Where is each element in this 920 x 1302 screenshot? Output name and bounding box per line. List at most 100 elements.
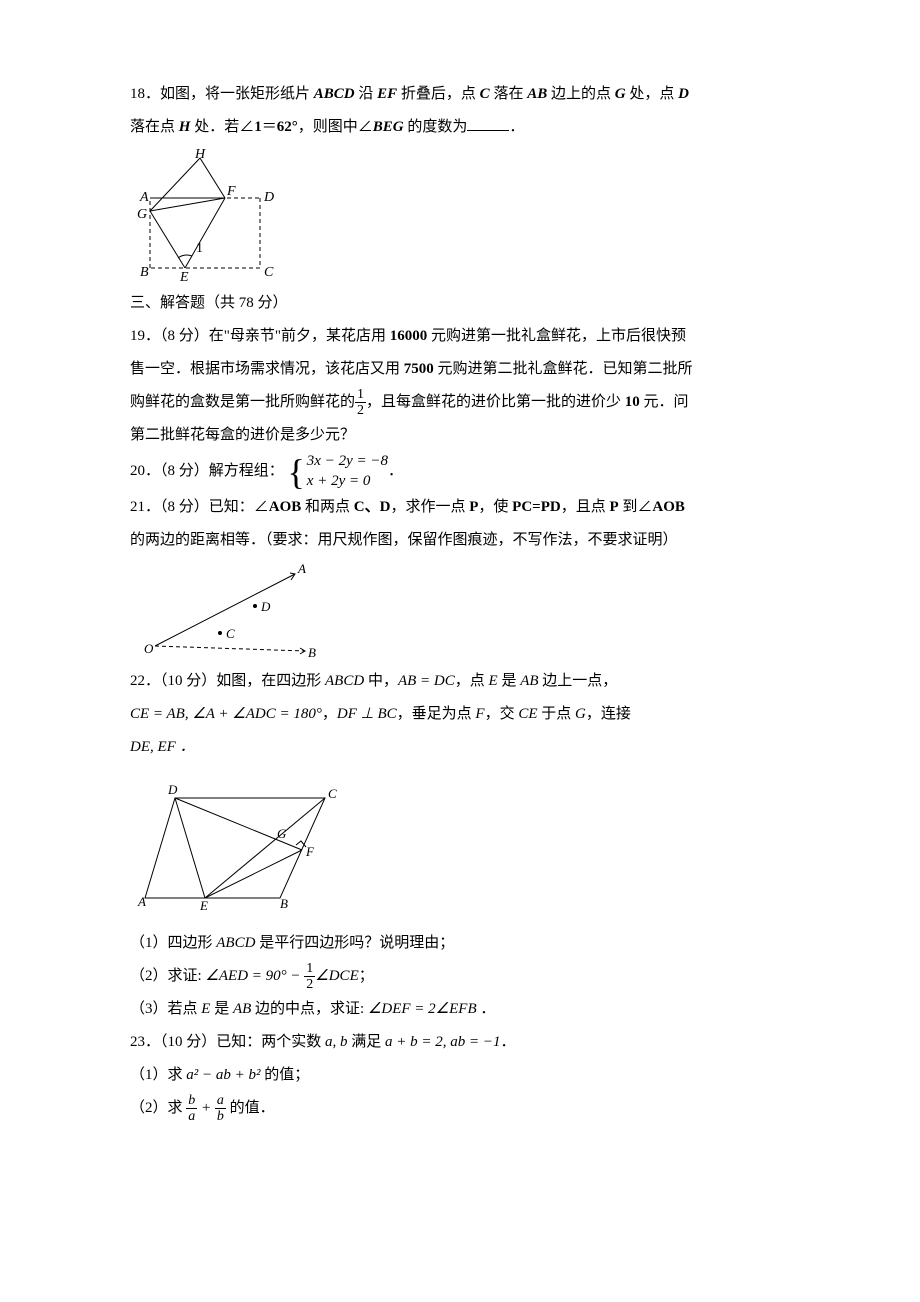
lbl-F: F bbox=[226, 184, 236, 199]
q18-l2b: 处．若∠ bbox=[190, 119, 254, 135]
q21-l1a: 21．（8 分）已知：∠ bbox=[130, 499, 269, 515]
section-title: 三、解答题（共 78 分） bbox=[130, 287, 790, 320]
q23-p1eq: a² − ab + b² bbox=[186, 1067, 260, 1083]
q22-p1a: （1）四边形 bbox=[130, 935, 216, 951]
q18-one: 1 bbox=[254, 119, 262, 135]
q20-system: { 3x − 2y = −8 x + 2y = 0 bbox=[288, 452, 388, 491]
q22-p1: （1）四边形 ABCD 是平行四边形吗？说明理由； bbox=[130, 927, 790, 960]
q20-pre: 20．（8 分）解方程组： bbox=[130, 463, 284, 479]
q18-ab: AB bbox=[527, 86, 547, 102]
lbl-B2: B bbox=[308, 645, 316, 660]
q22-l2e: 于点 bbox=[538, 706, 576, 722]
q22-lbl-D: D bbox=[167, 782, 178, 797]
q21-l1c: ，求作一点 bbox=[390, 499, 469, 515]
q22-l2b: ， bbox=[322, 706, 337, 722]
q21-l2: 的两边的距离相等．（要求：用尺规作图，保留作图痕迹，不写作法，不要求证明） bbox=[130, 524, 790, 557]
q21-l1e: ，且点 bbox=[561, 499, 610, 515]
q18-l1a: 18．如图，将一张矩形纸片 bbox=[130, 86, 314, 102]
q18-h: H bbox=[179, 119, 191, 135]
q22-p2-eq2: ∠DCE bbox=[315, 968, 358, 984]
q19-n3: 10 bbox=[625, 394, 640, 410]
q22-p2a: （2）求证: bbox=[130, 968, 205, 984]
q23-eq: a + b = 2, ab = −1 bbox=[385, 1034, 501, 1050]
q19-l1: 19．（8 分）在"母亲节"前夕，某花店用 16000 元购进第一批礼盒鲜花，上… bbox=[130, 320, 790, 353]
q22-e: E bbox=[489, 673, 498, 689]
q22-l3-eq: DE, EF ． bbox=[130, 739, 195, 755]
q22-lbl-B: B bbox=[280, 896, 288, 911]
q20: 20．（8 分）解方程组： { 3x − 2y = −8 x + 2y = 0 … bbox=[130, 452, 790, 491]
q21-p2: P bbox=[609, 499, 618, 515]
q18-line2: 落在点 H 处．若∠1＝62°，则图中∠BEG 的度数为． bbox=[130, 111, 790, 144]
q22-p3a: （3）若点 bbox=[130, 1001, 201, 1017]
q18-deg: 62° bbox=[277, 119, 298, 135]
q19-l3a: 购鲜花的盒数是第一批所购鲜花的 bbox=[130, 394, 355, 410]
q22-p3eq: ∠DEF = 2∠EFB bbox=[368, 1001, 477, 1017]
q21-pcpd: PC=PD bbox=[512, 499, 561, 515]
q18-period: ． bbox=[509, 119, 524, 135]
q21-l1d: ，使 bbox=[478, 499, 512, 515]
q23-f2d: b bbox=[215, 1109, 226, 1124]
q19-frac-den: 2 bbox=[355, 403, 366, 418]
q23-f1d: a bbox=[186, 1109, 197, 1124]
q21-cd: C、D bbox=[354, 499, 391, 515]
q23-p2b: 的值． bbox=[226, 1100, 275, 1116]
q19-l2b: 元购进第二批礼盒鲜花．已知第二批所 bbox=[434, 361, 693, 377]
q23-ab: a, b bbox=[325, 1034, 348, 1050]
q21-aob2: AOB bbox=[652, 499, 685, 515]
q22-l1d: 是 bbox=[498, 673, 521, 689]
q18-l2c: ＝ bbox=[262, 119, 277, 135]
q22-p3ab: AB bbox=[233, 1001, 251, 1017]
q18-c: C bbox=[480, 86, 490, 102]
q20-period: ． bbox=[388, 463, 403, 479]
q19-frac-num: 1 bbox=[355, 387, 366, 403]
q18-abcd: ABCD bbox=[314, 86, 355, 102]
page: 18．如图，将一张矩形纸片 ABCD 沿 EF 折叠后，点 C 落在 AB 边上… bbox=[0, 0, 920, 1302]
q22-p3b: 是 bbox=[210, 1001, 233, 1017]
q22-eq3: DF ⊥ BC bbox=[337, 706, 397, 722]
q21-diagram: O A B C D bbox=[130, 561, 790, 661]
q19-l4: 第二批鲜花每盒的进价是多少元？ bbox=[130, 419, 790, 452]
q22-lbl-E: E bbox=[199, 898, 208, 913]
q22-ce: CE bbox=[518, 706, 537, 722]
lbl-D: D bbox=[263, 190, 274, 205]
q22-eq1: AB = DC bbox=[398, 673, 455, 689]
lbl-O: O bbox=[144, 641, 154, 656]
q20-eq1: 3x − 2y = −8 bbox=[307, 452, 388, 472]
q18-l1b: 沿 bbox=[355, 86, 378, 102]
q22-lbl-F: F bbox=[305, 844, 315, 859]
q22-p2: （2）求证: ∠AED = 90° − 12∠DCE； bbox=[130, 960, 790, 993]
q22-p2-semi: ； bbox=[359, 968, 374, 984]
q18-l1d: 落在 bbox=[490, 86, 528, 102]
q22-l3: DE, EF ． bbox=[130, 731, 790, 764]
lbl-H: H bbox=[194, 148, 206, 162]
q18-l2d: ，则图中∠ bbox=[298, 119, 373, 135]
q23-p2a: （2）求 bbox=[130, 1100, 186, 1116]
q23-f2: ab bbox=[215, 1093, 226, 1125]
q22-l1: 22．（10 分）如图，在四边形 ABCD 中，AB = DC，点 E 是 AB… bbox=[130, 665, 790, 698]
q23-l1b: 满足 bbox=[348, 1034, 386, 1050]
q22-l1b: 中， bbox=[364, 673, 398, 689]
q23-f1n: b bbox=[186, 1093, 197, 1109]
q22-lbl-G: G bbox=[277, 826, 287, 841]
q21-l1f: 到∠ bbox=[619, 499, 653, 515]
q22-l1c: ，点 bbox=[455, 673, 489, 689]
lbl-A: A bbox=[139, 190, 149, 205]
q23-l1: 23．（10 分）已知：两个实数 a, b 满足 a + b = 2, ab =… bbox=[130, 1026, 790, 1059]
lbl-1: 1 bbox=[196, 241, 203, 256]
q19-n1: 16000 bbox=[390, 328, 428, 344]
q19-l3c: 元．问 bbox=[640, 394, 689, 410]
q22-l2f: ，连接 bbox=[586, 706, 631, 722]
q22-f: F bbox=[475, 706, 484, 722]
q22-p1-abcd: ABCD bbox=[216, 935, 255, 951]
q22-p2-frac: 12 bbox=[304, 961, 315, 993]
q23-f2n: a bbox=[215, 1093, 226, 1109]
lbl-G: G bbox=[137, 207, 147, 222]
q23-p2: （2）求 ba + ab 的值． bbox=[130, 1092, 790, 1125]
q18-l2a: 落在点 bbox=[130, 119, 179, 135]
q18-l1f: 处，点 bbox=[626, 86, 679, 102]
q22-lbl-A: A bbox=[137, 894, 146, 909]
q22-p3: （3）若点 E 是 AB 边的中点，求证: ∠DEF = 2∠EFB ． bbox=[130, 993, 790, 1026]
q21-aob: AOB bbox=[269, 499, 302, 515]
q22-p1b: 是平行四边形吗？说明理由； bbox=[255, 935, 454, 951]
q18-l1c: 折叠后，点 bbox=[397, 86, 480, 102]
